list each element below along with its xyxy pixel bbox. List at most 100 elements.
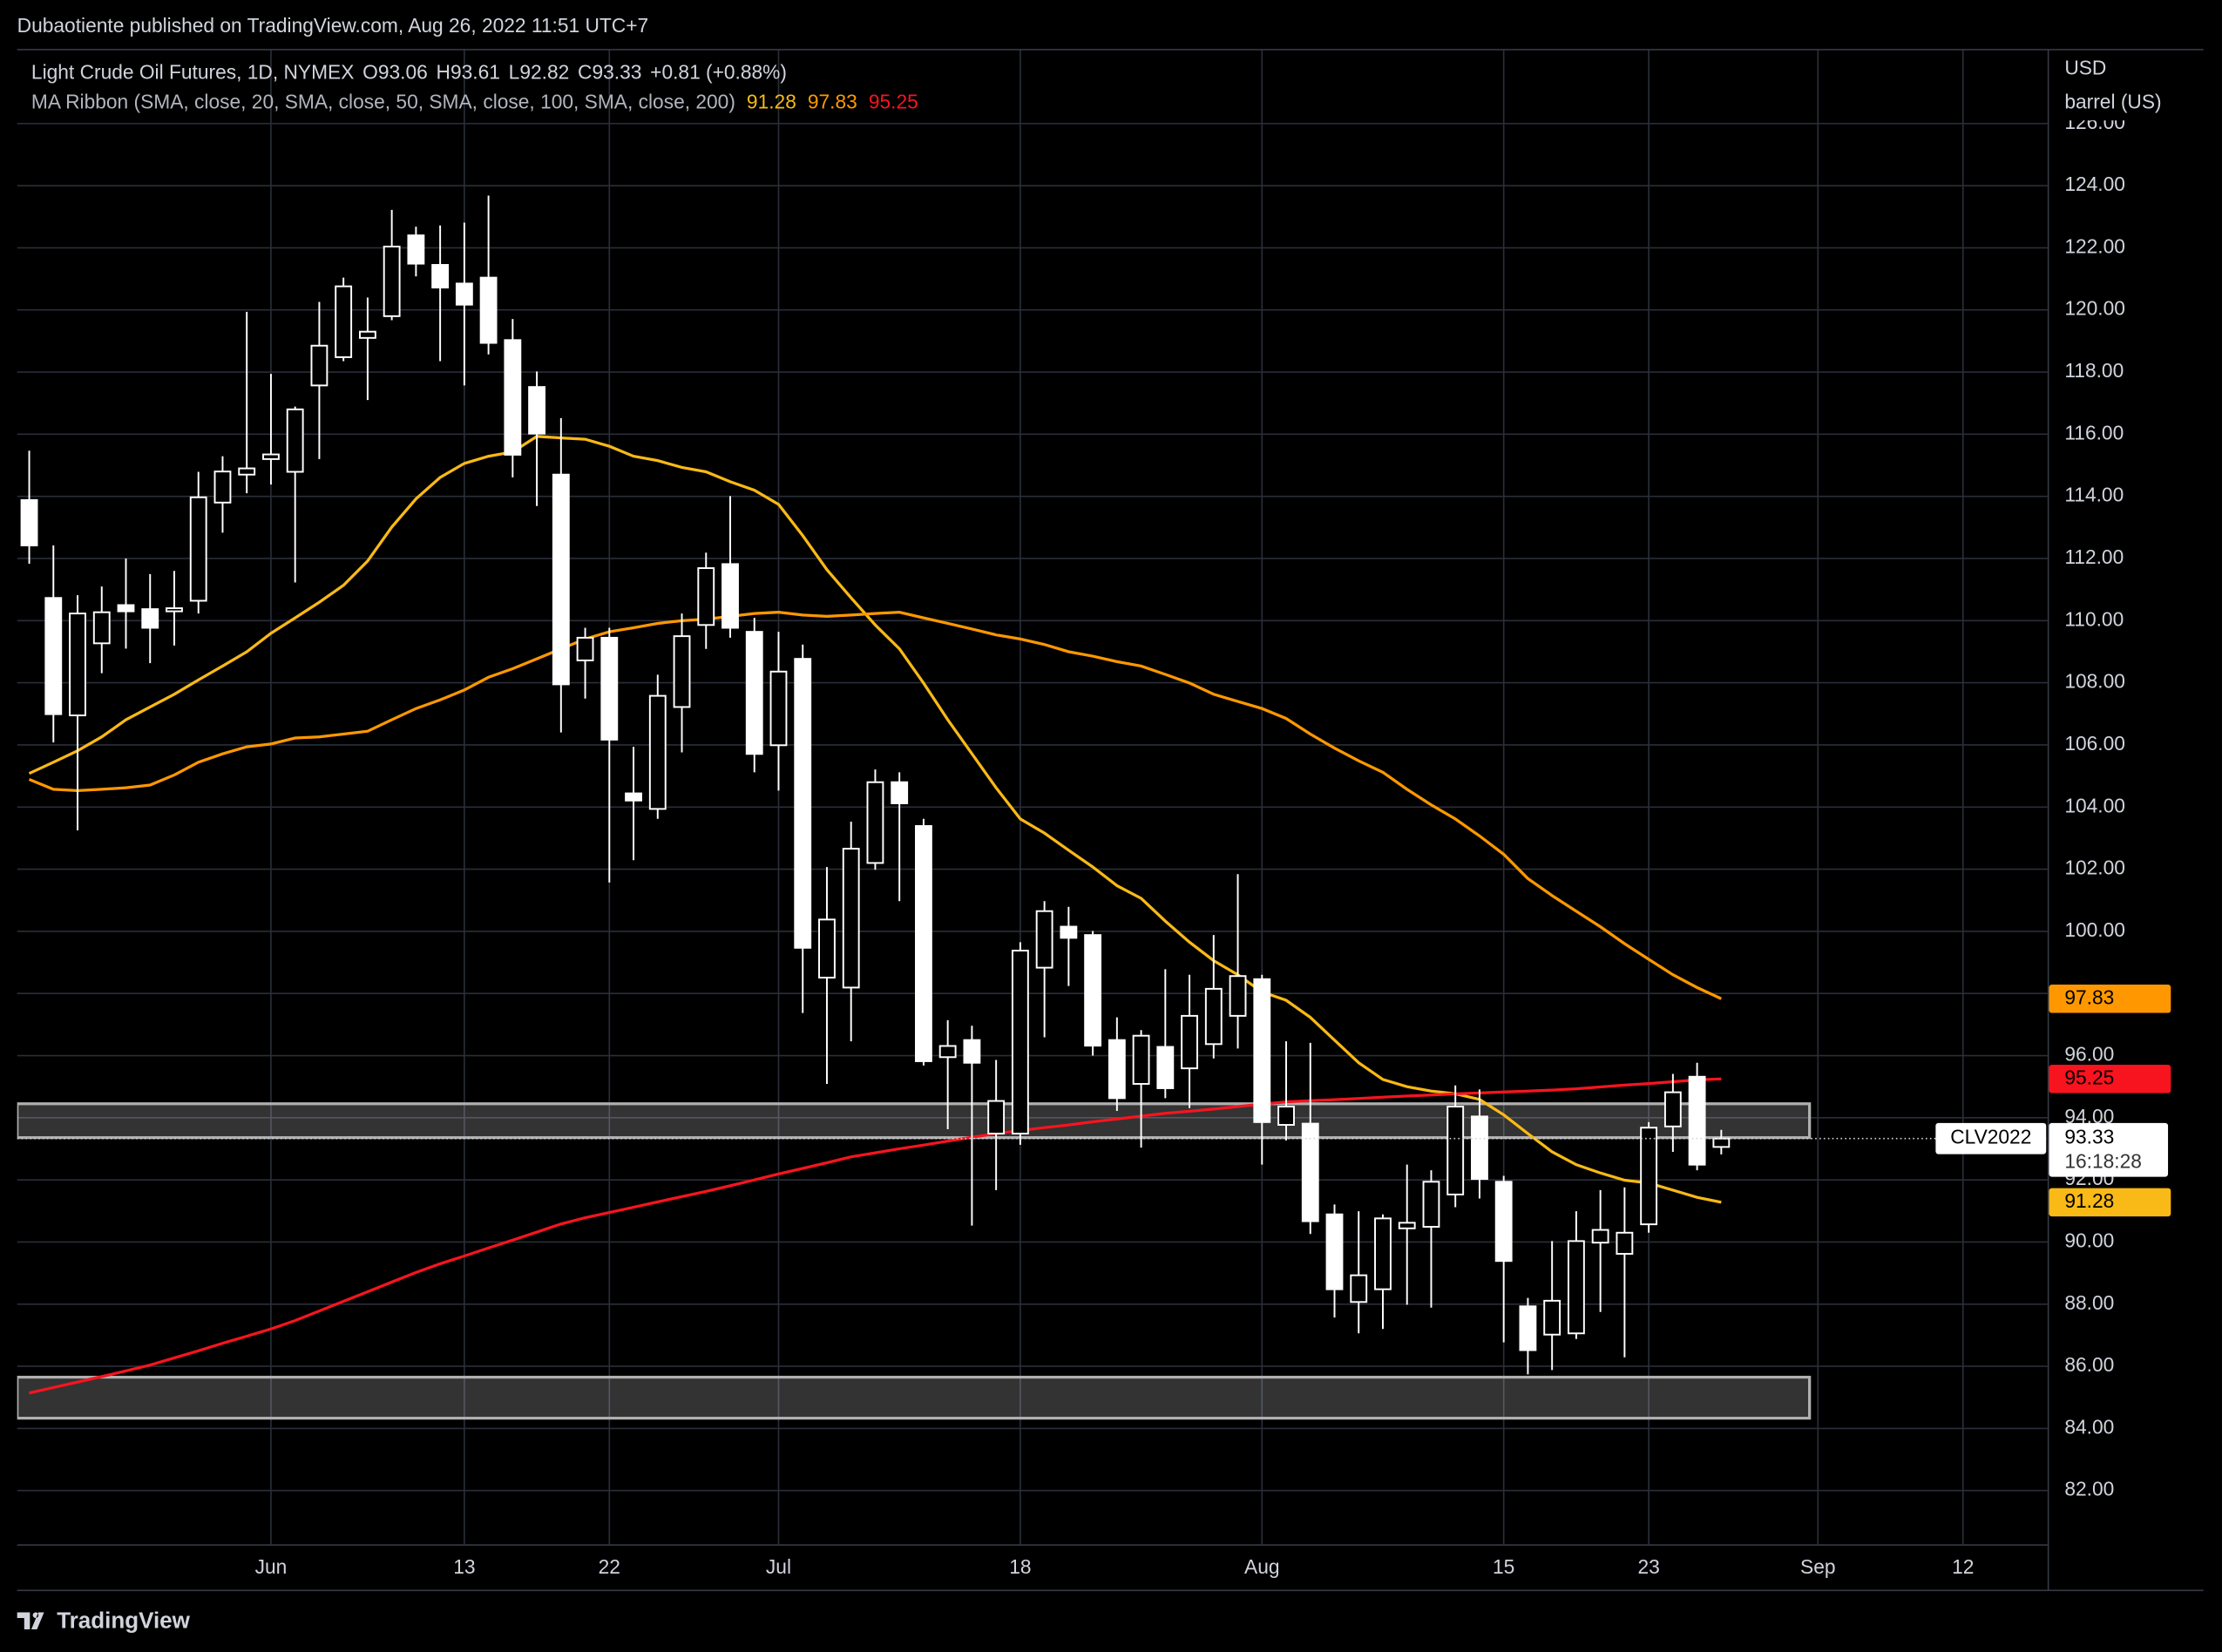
x-tick-label: 22 — [599, 1555, 620, 1578]
ohlc-label: O — [362, 61, 378, 84]
ohlc-label: C — [578, 61, 592, 84]
candle-body — [794, 658, 812, 949]
candle-body — [20, 498, 38, 546]
candle-body — [648, 694, 667, 810]
candle-body — [407, 234, 425, 265]
candle-body — [141, 608, 159, 629]
y-tick-label: 116.00 — [2064, 421, 2124, 443]
legend: Light Crude Oil Futures, 1D, NYMEX O93.06… — [31, 61, 787, 84]
x-tick-label: 18 — [1009, 1555, 1031, 1578]
change-value: +0.81 (+0.88%) — [650, 61, 787, 84]
candle-body — [455, 282, 473, 306]
ohlc-value: 93.33 — [592, 61, 641, 84]
ma-line — [28, 610, 1723, 1000]
zone — [17, 1102, 1812, 1140]
candle-body — [504, 339, 522, 456]
candle-body — [915, 825, 932, 1062]
x-tick-label: 15 — [1493, 1555, 1514, 1578]
price-label: 95.25 — [2064, 1066, 2114, 1088]
candle-body — [1325, 1213, 1344, 1290]
plot-area — [17, 49, 2048, 1545]
indicator-label: MA Ribbon (SMA, close, 20, SMA, close, 5… — [31, 91, 735, 113]
candle-body — [1350, 1274, 1368, 1303]
ma-line — [28, 435, 1722, 1204]
candle-body — [1301, 1122, 1319, 1222]
price-label-box — [2049, 1188, 2171, 1217]
candle-body — [238, 467, 256, 476]
ohlc-label: L — [509, 61, 520, 84]
candle-body — [1494, 1181, 1513, 1263]
x-tick-label: 13 — [453, 1555, 475, 1578]
candle-body — [1229, 975, 1247, 1017]
indicator-value: 91.28 — [747, 91, 796, 113]
candle-body — [1471, 1115, 1488, 1181]
price-label-box — [2049, 985, 2171, 1013]
candle-body — [431, 264, 450, 289]
candle-body — [1277, 1106, 1295, 1127]
legend: MA Ribbon (SMA, close, 20, SMA, close, 5… — [31, 91, 918, 113]
candle-body — [769, 670, 788, 747]
candle-body — [625, 792, 642, 802]
price-label-box — [2049, 1065, 2171, 1093]
candle-body — [1519, 1305, 1537, 1351]
candle-body — [1011, 950, 1029, 1134]
candle-body — [1398, 1222, 1416, 1229]
candle-body — [117, 604, 135, 613]
candle-body — [1156, 1046, 1175, 1089]
candle-body — [1253, 978, 1271, 1123]
y-tick-label: 84.00 — [2064, 1415, 2114, 1438]
symbol-label-box — [1935, 1122, 2047, 1154]
candle-body — [1108, 1039, 1126, 1100]
y-tick-label: 106.00 — [2064, 732, 2125, 755]
price-label: 97.83 — [2064, 985, 2114, 1008]
candle-body — [1132, 1034, 1150, 1085]
candle-body — [697, 567, 715, 626]
ohlc-value: 93.06 — [378, 61, 428, 84]
candle-body — [1035, 910, 1053, 969]
unit-label: barrel (US) — [2064, 91, 2161, 113]
candle-body — [335, 285, 353, 358]
candle-body — [1616, 1231, 1634, 1255]
candle-body — [262, 453, 280, 460]
price-label: 93.33 — [2064, 1126, 2114, 1148]
candle-body — [938, 1045, 957, 1059]
price-label-box — [2049, 1122, 2169, 1177]
candle-body — [1543, 1299, 1561, 1336]
y-tick-label: 110.00 — [2064, 607, 2124, 630]
y-tick-label: 124.00 — [2064, 173, 2125, 195]
axes — [17, 49, 2204, 1592]
candle-body — [866, 781, 884, 864]
indicator-value: 97.83 — [808, 91, 857, 113]
ma-line — [29, 1077, 1722, 1395]
logo-icon — [17, 1612, 44, 1629]
indicator-value: 95.25 — [869, 91, 918, 113]
y-tick-label: 86.00 — [2064, 1353, 2114, 1376]
y-tick-label: 102.00 — [2064, 856, 2125, 879]
ohlc-value: 92.82 — [519, 61, 569, 84]
candle-body — [528, 386, 546, 435]
candle-body — [987, 1100, 1006, 1134]
candle-body — [576, 636, 594, 661]
y-tick-label: 96.00 — [2064, 1043, 2114, 1066]
candle-body — [189, 496, 207, 602]
y-tick-label: 104.00 — [2064, 794, 2125, 816]
candle-body — [1204, 987, 1223, 1046]
candle-body — [1374, 1217, 1392, 1290]
candle-body — [1591, 1229, 1609, 1244]
candle-body — [1663, 1091, 1682, 1127]
ohlc-value: 93.61 — [450, 61, 500, 84]
x-tick-label: Sep — [1800, 1555, 1835, 1578]
candle-body — [358, 330, 376, 339]
candle-body — [213, 471, 232, 504]
symbol-label: CLV2022 — [1950, 1126, 2031, 1148]
candle-body — [286, 408, 304, 473]
candle-body — [1446, 1106, 1465, 1195]
candle-body — [92, 611, 111, 645]
zone — [17, 1375, 1812, 1420]
candle-body — [310, 344, 329, 387]
footer-brand: TradingView — [57, 1608, 190, 1634]
x-tick-label: 12 — [1952, 1555, 1974, 1578]
ohlc-label: H — [437, 61, 450, 84]
x-tick-label: Jul — [766, 1555, 791, 1578]
